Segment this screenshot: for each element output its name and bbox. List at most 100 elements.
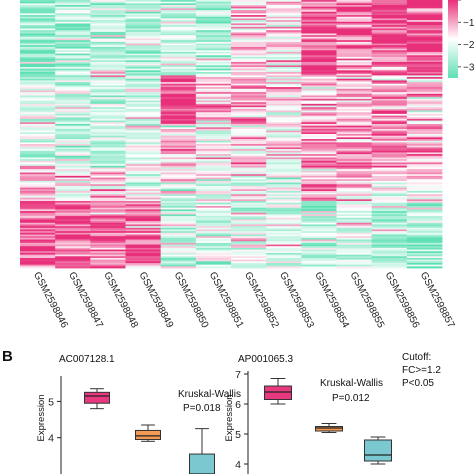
heatmap-cell — [406, 31, 443, 34]
heatmap-cell — [266, 194, 302, 197]
heatmap-cell — [20, 67, 56, 70]
heatmap-cell — [20, 83, 56, 86]
heatmap-cell — [55, 98, 91, 101]
heatmap-cell — [195, 123, 232, 127]
cutoff-note: Cutoff: FC>=1.2 P<0.05 — [402, 352, 441, 389]
heatmap-cell — [301, 184, 337, 187]
heatmap-cell — [301, 254, 337, 257]
heatmap-cell — [55, 237, 91, 240]
heatmap-cell — [336, 11, 373, 14]
heatmap-cell — [160, 137, 197, 140]
heatmap-cell — [125, 108, 162, 111]
heatmap-cell — [20, 1, 56, 4]
heatmap-cell — [406, 164, 443, 167]
heatmap-cell — [371, 21, 408, 24]
heatmap-cell — [125, 179, 162, 182]
heatmap-cell — [90, 103, 126, 106]
heatmap-cell — [301, 122, 337, 125]
heatmap-cell — [231, 48, 267, 51]
heatmap-cell — [231, 234, 267, 237]
heatmap-cell — [266, 189, 302, 192]
heatmap-cell — [231, 184, 267, 187]
heatmap-cell — [301, 113, 337, 116]
heatmap-cell — [195, 13, 232, 16]
heatmap-cell — [125, 113, 162, 116]
heatmap-cell — [125, 257, 162, 261]
heatmap-cell — [231, 28, 267, 31]
heatmap-cell — [125, 60, 162, 63]
heatmap-cell — [90, 144, 126, 147]
heatmap-cell — [55, 77, 91, 80]
heatmap-cell — [195, 100, 232, 103]
heatmap-cell — [195, 247, 232, 250]
heatmap-cell — [125, 152, 162, 155]
heatmap-cell — [406, 60, 443, 63]
heatmap-cell — [90, 224, 126, 227]
heatmap-cell — [125, 169, 162, 172]
heatmap-cell — [231, 180, 267, 183]
heatmap-cell — [371, 31, 408, 34]
heatmap-cell — [371, 182, 408, 185]
heatmap-cell — [231, 256, 267, 259]
heatmap-cell — [336, 209, 373, 212]
heatmap-cell — [371, 0, 408, 3]
heatmap-cell — [406, 120, 443, 123]
heatmap-cell — [90, 259, 126, 262]
heatmap-cell — [195, 195, 232, 199]
heatmap-cell — [160, 231, 197, 234]
heatmap-cell — [20, 117, 56, 120]
heatmap-cell — [406, 78, 443, 81]
cutoff-p: P<0.05 — [402, 378, 434, 389]
heatmap-cell — [55, 252, 91, 256]
heatmap-cell — [301, 25, 337, 28]
heatmap-cell — [371, 38, 408, 41]
heatmap-cell — [90, 264, 126, 267]
heatmap-cell — [55, 221, 91, 224]
heatmap-cell — [406, 98, 443, 101]
heatmap-cell — [336, 120, 373, 123]
heatmap-cell — [336, 3, 373, 6]
heatmap-cell — [195, 115, 232, 118]
heatmap-cell — [195, 75, 232, 78]
heatmap-cell — [231, 8, 267, 11]
heatmap-cell — [125, 103, 162, 106]
heatmap-cell — [231, 3, 267, 6]
heatmap-cell — [231, 23, 267, 26]
heatmap-cell — [231, 0, 267, 3]
heatmap-cell — [336, 226, 373, 229]
heatmap-cell — [90, 239, 126, 242]
heatmap-cell — [301, 95, 337, 98]
heatmap-cell — [20, 25, 56, 28]
heatmap-cell — [231, 98, 267, 101]
heatmap-cell — [406, 132, 443, 135]
heatmap-cell — [266, 244, 302, 247]
heatmap-cell — [55, 144, 91, 147]
heatmap-cell — [160, 262, 197, 266]
heatmap-cell — [195, 239, 232, 242]
heatmap-cell — [231, 73, 267, 76]
heatmap-cell — [55, 170, 91, 173]
heatmap-cell — [125, 58, 162, 61]
heatmap-cell — [301, 41, 337, 44]
heatmap-cell — [406, 77, 443, 80]
heatmap-cell — [160, 8, 197, 11]
heatmap-cell — [336, 160, 373, 163]
heatmap-cell — [125, 127, 162, 130]
heatmap-cell — [90, 63, 126, 66]
heatmap-cell — [55, 165, 91, 168]
heatmap-cell — [231, 20, 267, 23]
heatmap-cell — [55, 226, 91, 229]
heatmap-cell — [371, 117, 408, 120]
heatmap-cell — [160, 219, 197, 222]
heatmap-cell — [55, 222, 91, 225]
heatmap-cell — [160, 87, 197, 90]
heatmap-cell — [125, 33, 162, 36]
heatmap-cell — [195, 147, 232, 150]
heatmap-cell — [90, 130, 126, 133]
heatmap-cell — [406, 190, 443, 194]
heatmap-cell — [336, 167, 373, 170]
heatmap-cell — [231, 82, 267, 85]
heatmap-cell — [336, 179, 373, 182]
heatmap-cell — [406, 61, 443, 65]
heatmap-cell — [231, 16, 267, 19]
